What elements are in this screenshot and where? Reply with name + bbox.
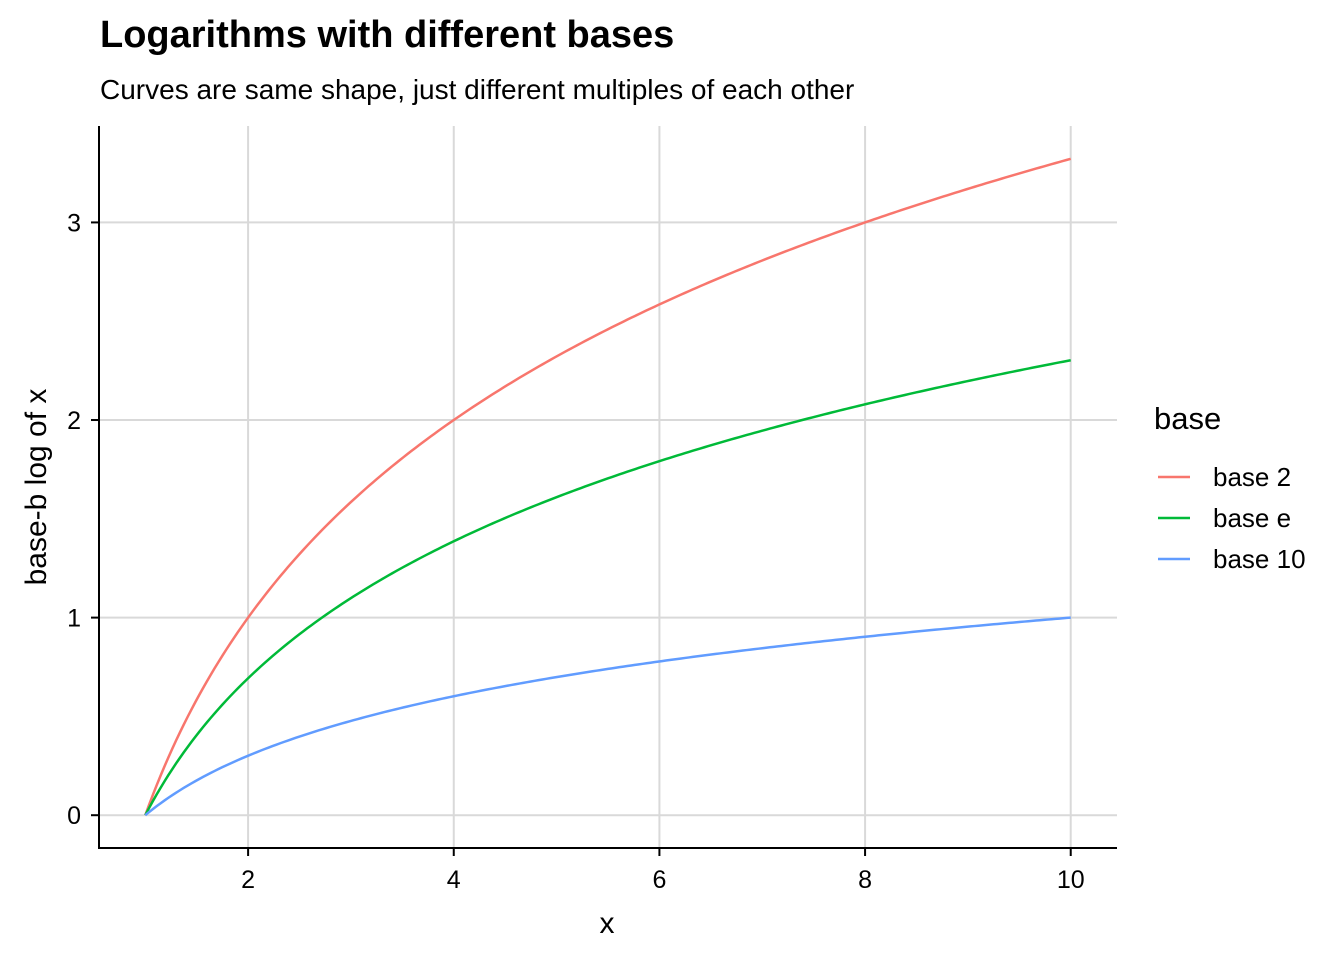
y-tick-label: 0 bbox=[67, 802, 81, 830]
y-tick-label: 1 bbox=[67, 605, 81, 633]
legend-label: base e bbox=[1213, 503, 1291, 533]
ticks-layer: 2 4 6 8 10 0 1 2 3 bbox=[67, 209, 1085, 894]
legend-items: base 2 base e base 10 bbox=[1158, 462, 1306, 574]
x-tick-label: 8 bbox=[858, 866, 872, 894]
y-axis-title: base-b log of x bbox=[20, 389, 53, 586]
series-line-base-2 bbox=[144, 157, 1072, 816]
x-tick-label: 2 bbox=[241, 866, 255, 894]
series-line-base-10 bbox=[144, 616, 1071, 817]
x-tick-label: 6 bbox=[652, 866, 666, 894]
y-tick-label: 2 bbox=[67, 407, 81, 435]
x-tick-label: 4 bbox=[447, 866, 461, 894]
grid-layer bbox=[99, 126, 1117, 848]
axes-layer bbox=[98, 126, 1117, 849]
legend-label: base 2 bbox=[1213, 462, 1291, 492]
series-layer bbox=[144, 157, 1072, 817]
x-tick-label: 10 bbox=[1057, 866, 1085, 894]
series-line-base-e bbox=[144, 359, 1071, 816]
chart-title: Logarithms with different bases bbox=[100, 14, 675, 56]
legend: base base 2 base e base 10 bbox=[1154, 401, 1306, 574]
legend-title: base bbox=[1154, 401, 1221, 436]
x-axis-title: x bbox=[600, 907, 615, 940]
chart-subtitle: Curves are same shape, just different mu… bbox=[100, 74, 855, 105]
y-tick-label: 3 bbox=[67, 209, 81, 237]
legend-label: base 10 bbox=[1213, 544, 1306, 574]
